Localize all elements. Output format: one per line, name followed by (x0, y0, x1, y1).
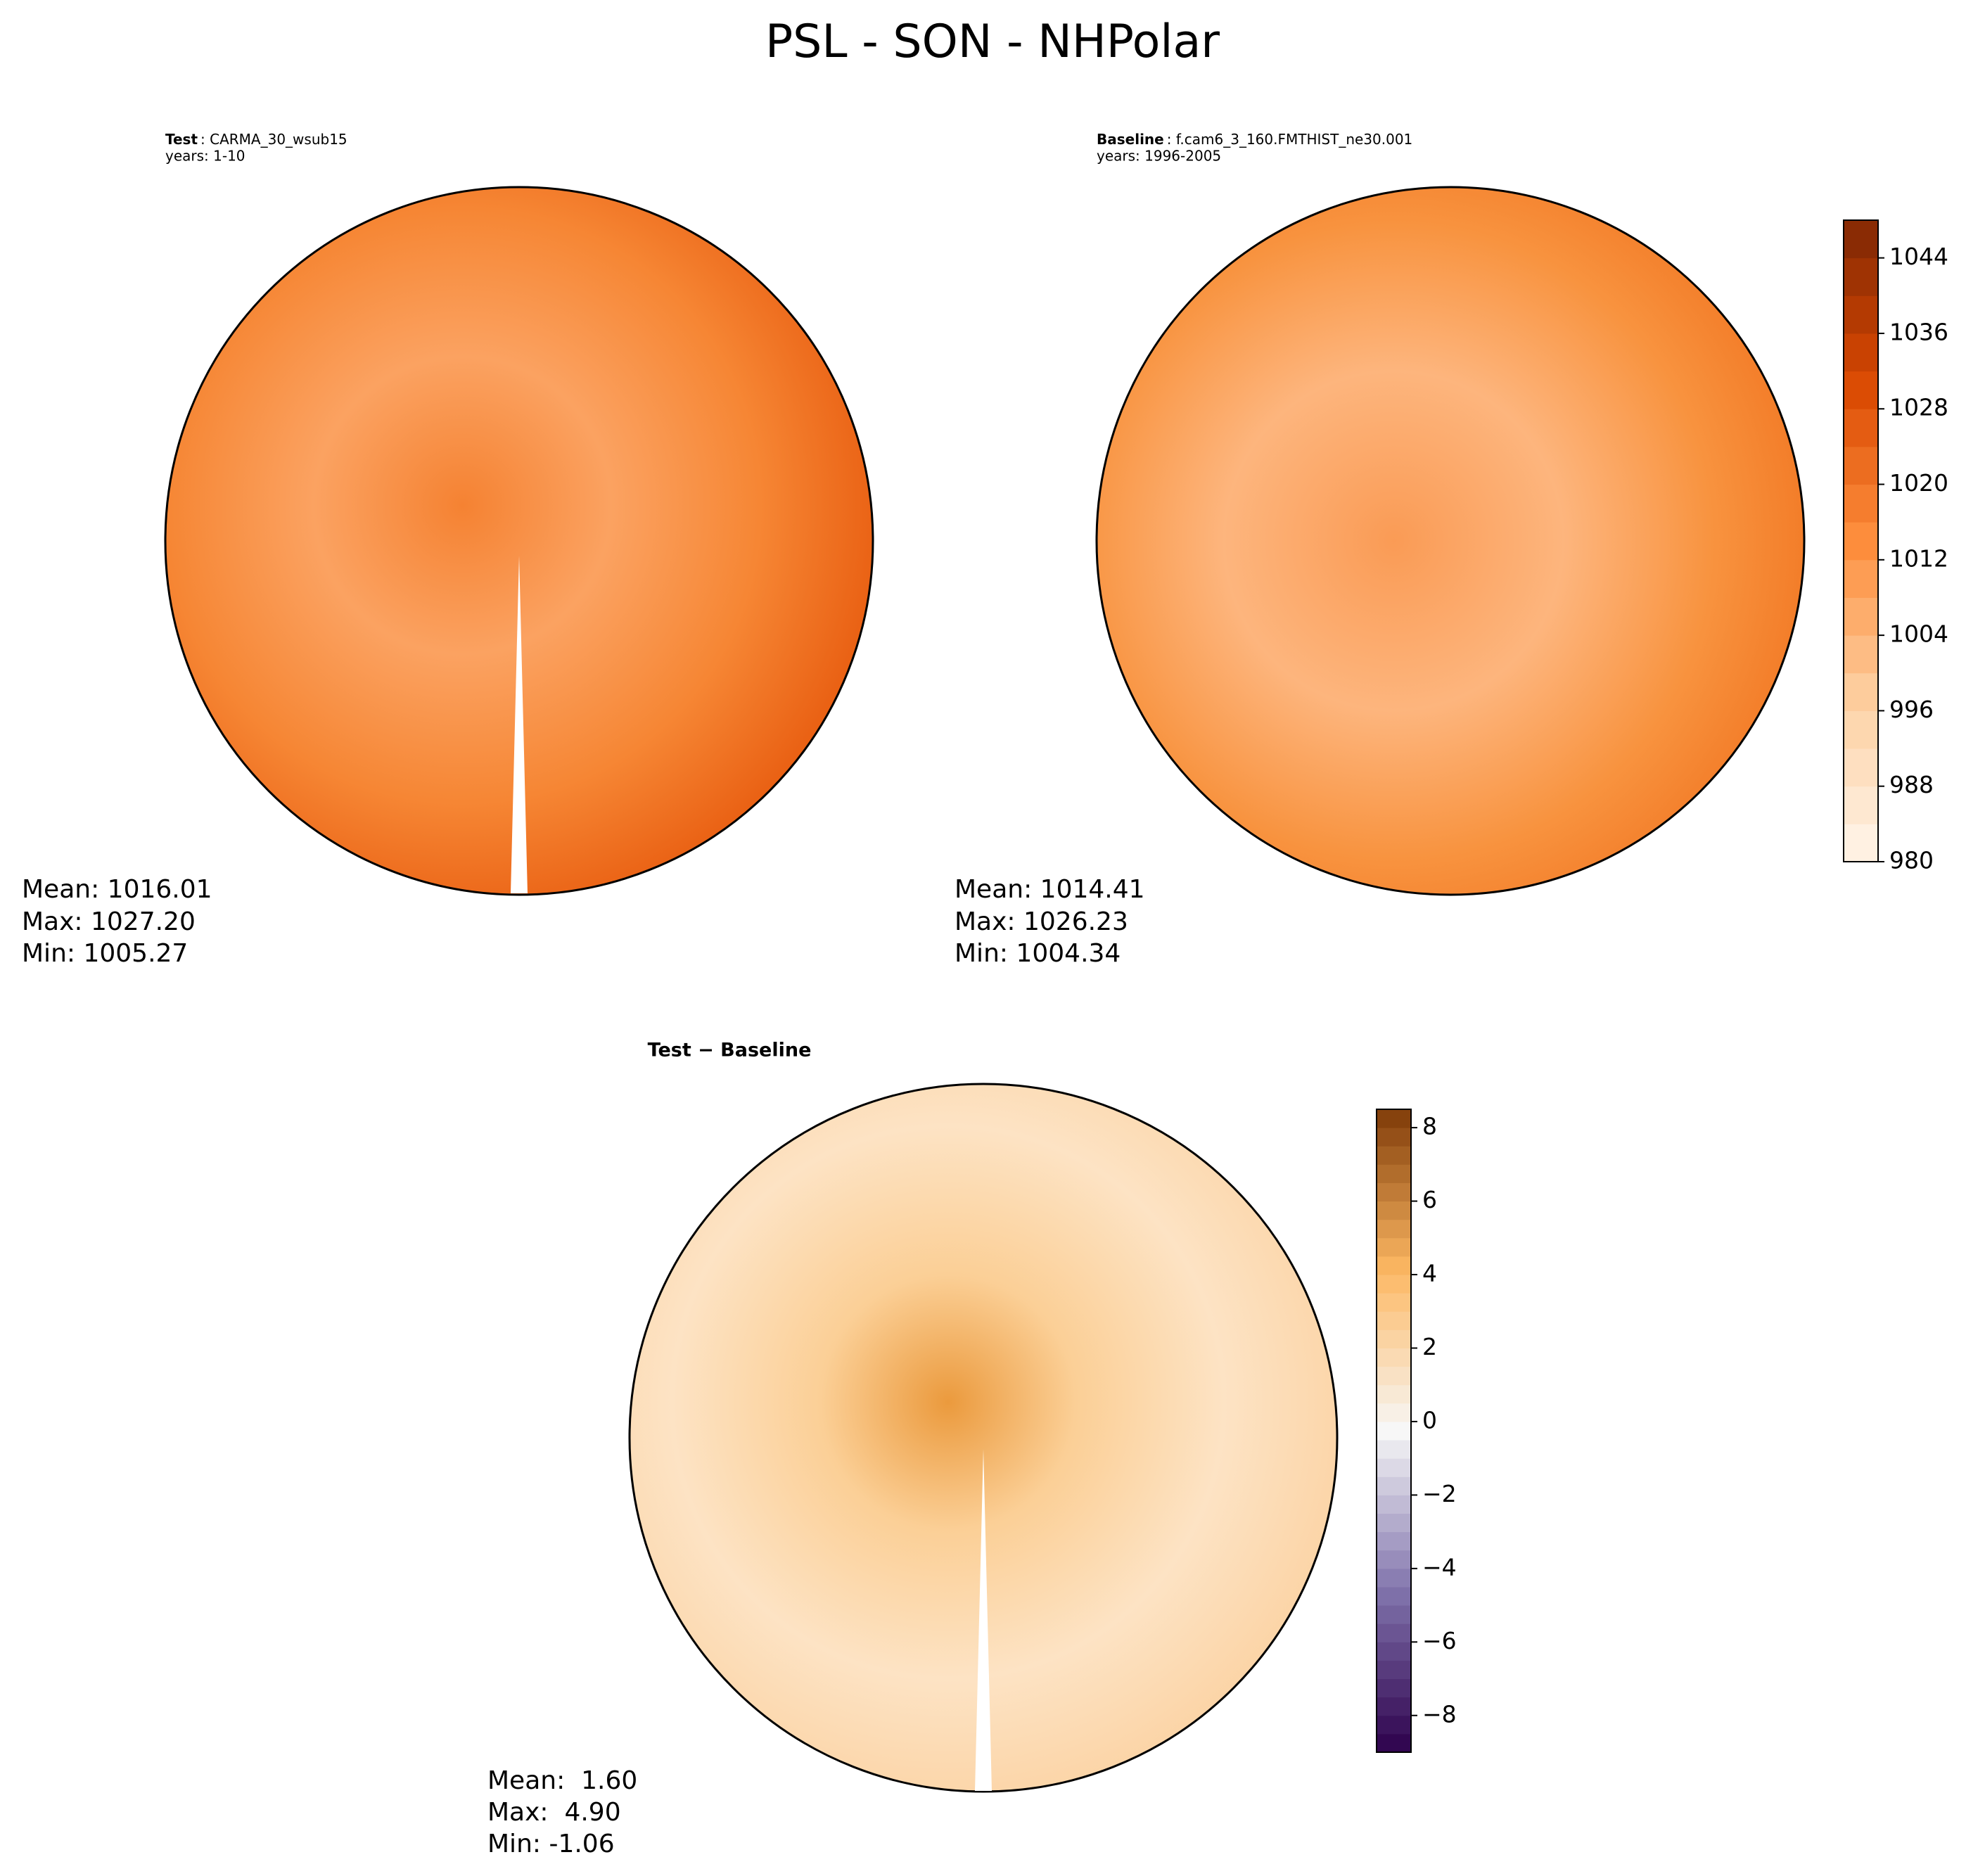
colorbar-band (1844, 484, 1878, 523)
colorbar-band (1844, 635, 1878, 674)
panel-label: Test (165, 131, 198, 148)
colorbar-band (1377, 1366, 1411, 1386)
colorbar-band (1377, 1678, 1411, 1698)
panel-case: : CARMA_30_wsub15 (200, 131, 347, 148)
stat: Min: 1005.27 (22, 939, 188, 968)
colorbar-frame (1376, 1109, 1412, 1753)
colorbar-tick-label: 996 (1889, 696, 1934, 723)
colorbar-tick-label: −4 (1422, 1553, 1457, 1581)
colorbar-tick-label: 4 (1422, 1260, 1437, 1287)
colorbar-tick-label: 980 (1889, 847, 1934, 874)
colorbar-band (1377, 1697, 1411, 1716)
colorbar-band (1844, 672, 1878, 711)
colorbar-band (1377, 1329, 1411, 1348)
colorbar-band (1844, 559, 1878, 598)
colorbar-band (1844, 257, 1878, 296)
colorbar-band (1377, 1201, 1411, 1220)
map-disk (164, 186, 874, 896)
colorbar-band (1377, 1733, 1411, 1753)
colorbar-band (1844, 446, 1878, 485)
panel-years: years: 1-10 (165, 148, 245, 165)
colorbar-tick-label: 8 (1422, 1113, 1437, 1140)
colorbar-band (1844, 748, 1878, 787)
colorbar-band (1844, 824, 1878, 862)
colorbar-band (1844, 371, 1878, 409)
colorbar-tick-label: 6 (1422, 1186, 1437, 1213)
colorbar-tick-label: 1012 (1889, 544, 1948, 572)
colorbar-tick-label: 0 (1422, 1406, 1437, 1434)
colorbar-band (1844, 597, 1878, 636)
colorbar-band (1377, 1513, 1411, 1533)
colorbar-band (1377, 1128, 1411, 1147)
colorbar-band (1377, 1550, 1411, 1569)
colorbar-tick-label: 1004 (1889, 620, 1948, 648)
colorbar-band (1377, 1623, 1411, 1642)
colorbar-band (1377, 1256, 1411, 1275)
panel-years: years: 1996-2005 (1097, 148, 1221, 165)
map-disk (628, 1083, 1339, 1793)
panel-subtitle: Baseline: f.cam6_3_160.FMTHIST_ne30.001 (1097, 131, 1412, 148)
colorbar-band (1844, 710, 1878, 749)
colorbar-tick-label: 1028 (1889, 394, 1948, 421)
colorbar-tick-label: −6 (1422, 1627, 1457, 1654)
colorbar-band (1844, 522, 1878, 561)
stat: Max: 4.90 (487, 1798, 621, 1827)
stat: Mean: 1014.41 (955, 875, 1145, 904)
colorbar-band (1844, 409, 1878, 447)
figure-title: PSL - SON - NHPolar (765, 15, 1220, 68)
colorbar-band (1377, 1568, 1411, 1588)
colorbar-band (1377, 1146, 1411, 1165)
stat: Min: 1004.34 (955, 939, 1121, 968)
colorbar-band (1377, 1219, 1411, 1239)
colorbar-band (1377, 1275, 1411, 1294)
colorbar-band (1377, 1311, 1411, 1330)
colorbar-tick-label: 2 (1422, 1333, 1437, 1360)
colorbar-band (1377, 1403, 1411, 1422)
colorbar-tick-label: 1036 (1889, 318, 1948, 345)
colorbar-tick-label: −2 (1422, 1480, 1457, 1507)
colorbar-band (1377, 1660, 1411, 1680)
missing-wedge (511, 556, 528, 893)
colorbar-tick-label: 988 (1889, 771, 1934, 798)
map-disk (1095, 186, 1806, 896)
panel-subtitle: Test: CARMA_30_wsub15 (165, 131, 347, 148)
colorbar-band (1377, 1531, 1411, 1551)
colorbar-band (1377, 1293, 1411, 1312)
colorbar-band (1377, 1421, 1411, 1441)
colorbar-band (1844, 786, 1878, 824)
colorbar-band (1377, 1440, 1411, 1459)
colorbar-tick-label: 1020 (1889, 469, 1948, 497)
stat: Max: 1026.23 (955, 907, 1128, 936)
colorbar-band (1377, 1237, 1411, 1257)
colorbar-band (1377, 1715, 1411, 1735)
colorbar-band (1844, 220, 1878, 259)
colorbar-band (1377, 1586, 1411, 1606)
colorbar-band (1377, 1458, 1411, 1477)
colorbar-tick-label: 1044 (1889, 243, 1948, 270)
stat: Max: 1027.20 (22, 907, 196, 936)
colorbar-band (1377, 1476, 1411, 1495)
panel-label: Baseline (1097, 131, 1164, 148)
stat: Min: -1.06 (487, 1830, 615, 1858)
colorbar-frame (1843, 219, 1879, 862)
stat: Mean: 1016.01 (22, 875, 212, 904)
colorbar-band (1377, 1348, 1411, 1367)
colorbar-tick-label: −8 (1422, 1700, 1457, 1728)
panel-title: Test − Baseline (648, 1040, 812, 1061)
colorbar-band (1377, 1384, 1411, 1404)
colorbar-band (1377, 1109, 1411, 1128)
colorbar-band (1844, 295, 1878, 334)
colorbar-band (1377, 1164, 1411, 1183)
colorbar-band (1377, 1495, 1411, 1514)
missing-wedge (975, 1449, 992, 1791)
stat: Mean: 1.60 (487, 1766, 637, 1795)
colorbar-band (1377, 1605, 1411, 1624)
panel-case: : f.cam6_3_160.FMTHIST_ne30.001 (1167, 131, 1413, 148)
colorbar-band (1377, 1182, 1411, 1202)
colorbar-band (1844, 333, 1878, 372)
colorbar-band (1377, 1642, 1411, 1661)
